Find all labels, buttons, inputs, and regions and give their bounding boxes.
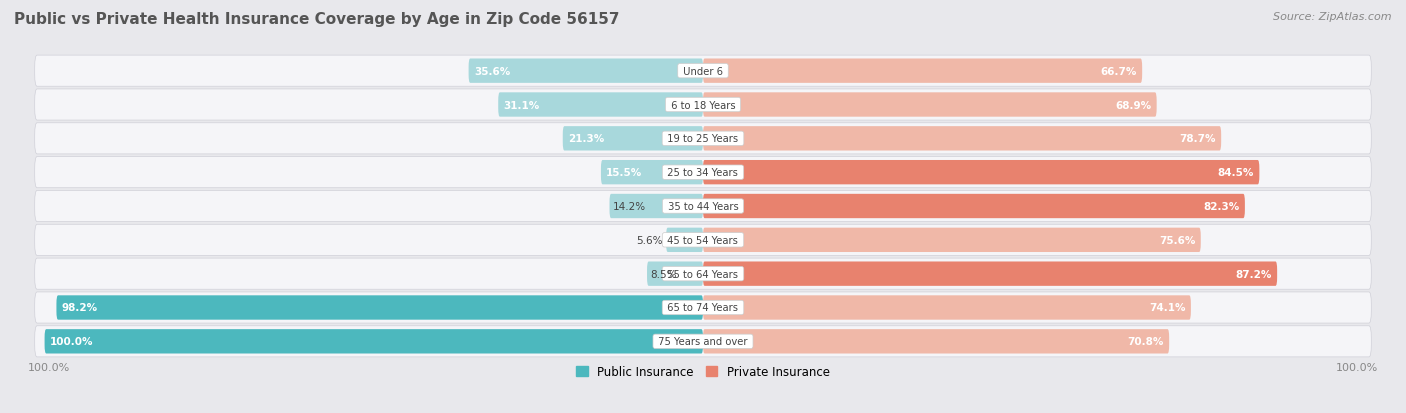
Text: 5.6%: 5.6% xyxy=(637,235,662,245)
FancyBboxPatch shape xyxy=(610,195,703,218)
Text: 65 to 74 Years: 65 to 74 Years xyxy=(665,303,741,313)
Legend: Public Insurance, Private Insurance: Public Insurance, Private Insurance xyxy=(571,360,835,383)
FancyBboxPatch shape xyxy=(703,161,1260,185)
Text: 19 to 25 Years: 19 to 25 Years xyxy=(665,134,741,144)
FancyBboxPatch shape xyxy=(35,191,1371,222)
FancyBboxPatch shape xyxy=(35,259,1371,290)
Text: 84.5%: 84.5% xyxy=(1218,168,1254,178)
FancyBboxPatch shape xyxy=(35,90,1371,121)
Text: 82.3%: 82.3% xyxy=(1204,202,1240,211)
Text: 98.2%: 98.2% xyxy=(62,303,98,313)
Text: 100.0%: 100.0% xyxy=(49,337,93,347)
FancyBboxPatch shape xyxy=(703,262,1277,286)
FancyBboxPatch shape xyxy=(703,228,1201,252)
FancyBboxPatch shape xyxy=(56,296,703,320)
Text: 74.1%: 74.1% xyxy=(1149,303,1185,313)
Text: 75.6%: 75.6% xyxy=(1159,235,1195,245)
Text: 31.1%: 31.1% xyxy=(503,100,540,110)
Text: 66.7%: 66.7% xyxy=(1101,66,1137,76)
FancyBboxPatch shape xyxy=(600,161,703,185)
FancyBboxPatch shape xyxy=(562,127,703,151)
Text: 100.0%: 100.0% xyxy=(28,363,70,373)
Text: 21.3%: 21.3% xyxy=(568,134,605,144)
Text: 45 to 54 Years: 45 to 54 Years xyxy=(665,235,741,245)
Text: 75 Years and over: 75 Years and over xyxy=(655,337,751,347)
Text: Source: ZipAtlas.com: Source: ZipAtlas.com xyxy=(1274,12,1392,22)
FancyBboxPatch shape xyxy=(703,127,1222,151)
Text: 8.5%: 8.5% xyxy=(651,269,676,279)
FancyBboxPatch shape xyxy=(35,123,1371,154)
Text: 35.6%: 35.6% xyxy=(474,66,510,76)
FancyBboxPatch shape xyxy=(45,329,703,354)
FancyBboxPatch shape xyxy=(35,56,1371,87)
FancyBboxPatch shape xyxy=(35,225,1371,256)
FancyBboxPatch shape xyxy=(498,93,703,117)
FancyBboxPatch shape xyxy=(647,262,703,286)
FancyBboxPatch shape xyxy=(35,157,1371,188)
FancyBboxPatch shape xyxy=(35,326,1371,357)
Text: 70.8%: 70.8% xyxy=(1128,337,1164,347)
Text: 68.9%: 68.9% xyxy=(1115,100,1152,110)
Text: 55 to 64 Years: 55 to 64 Years xyxy=(665,269,741,279)
Text: 6 to 18 Years: 6 to 18 Years xyxy=(668,100,738,110)
Text: 14.2%: 14.2% xyxy=(613,202,645,211)
Text: 15.5%: 15.5% xyxy=(606,168,643,178)
FancyBboxPatch shape xyxy=(666,228,703,252)
FancyBboxPatch shape xyxy=(703,93,1157,117)
Text: Under 6: Under 6 xyxy=(681,66,725,76)
Text: 100.0%: 100.0% xyxy=(1336,363,1378,373)
FancyBboxPatch shape xyxy=(703,296,1191,320)
FancyBboxPatch shape xyxy=(468,59,703,84)
Text: 35 to 44 Years: 35 to 44 Years xyxy=(665,202,741,211)
FancyBboxPatch shape xyxy=(703,329,1170,354)
Text: 25 to 34 Years: 25 to 34 Years xyxy=(665,168,741,178)
FancyBboxPatch shape xyxy=(35,292,1371,323)
Text: 78.7%: 78.7% xyxy=(1180,134,1216,144)
FancyBboxPatch shape xyxy=(703,59,1142,84)
Text: 87.2%: 87.2% xyxy=(1236,269,1272,279)
Text: Public vs Private Health Insurance Coverage by Age in Zip Code 56157: Public vs Private Health Insurance Cover… xyxy=(14,12,620,27)
FancyBboxPatch shape xyxy=(703,195,1244,218)
